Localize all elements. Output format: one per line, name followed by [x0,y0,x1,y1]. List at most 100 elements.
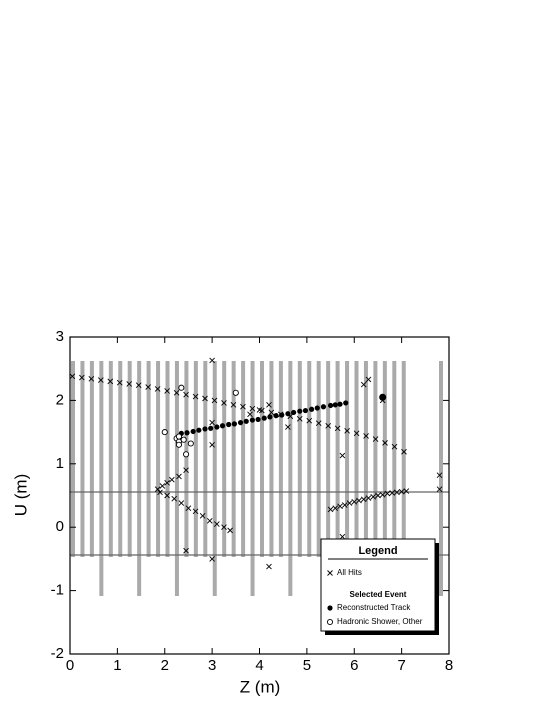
hit-cross [171,495,178,502]
hit-cross [164,388,170,394]
plane-bar [260,361,264,557]
y-tick-label: -2 [51,645,64,662]
hit-cross [315,420,322,427]
hit-cross [337,503,343,510]
hit-cross [206,518,213,524]
track-point [279,412,285,418]
hit-cross [344,428,350,434]
plane-bar [269,361,274,557]
hit-cross [107,378,114,385]
legend-subtitle: Selected Event [350,590,407,599]
plane-bar [278,361,283,557]
track-point [273,413,279,419]
plane-bar [439,361,443,596]
plane-bar [335,361,340,557]
track-point [379,393,387,401]
plane-bar [156,361,161,557]
x-tick-label: 5 [303,657,311,674]
hit-cross [116,379,123,386]
hit-cross [375,492,381,499]
plane-bar [382,361,387,557]
x-tick-label: 7 [397,657,405,674]
y-tick-label: -1 [51,582,64,599]
plane-bar [401,361,406,596]
track-point [214,424,220,430]
hit-cross [214,521,220,527]
plane-bar [241,361,246,557]
legend-title: Legend [358,545,397,557]
track-point [297,408,303,414]
y-axis-label: U (m) [11,474,30,516]
shower-point [161,429,168,436]
plane-bar [354,361,359,557]
legend-box [320,538,436,632]
hit-cross [249,405,256,412]
y-tick-label: 3 [56,328,64,345]
hit-cross [169,476,175,483]
hit-cross [363,433,369,439]
hit-cross [360,496,367,503]
plane-bar [165,361,170,557]
hit-cross [183,391,189,398]
plane-bar [307,361,312,557]
track-point [343,400,349,406]
plane-bar [146,361,151,557]
plane-bar [212,361,217,596]
hit-cross [296,415,303,422]
hit-cross [365,376,372,383]
hit-cross [306,417,313,424]
hit-cross [384,490,391,497]
y-tick-label: 2 [56,391,64,408]
legend-marker [326,618,334,626]
plane-bar [392,361,397,557]
hit-cross [339,452,346,459]
hit-cross [221,524,227,531]
hit-cross [401,448,407,455]
plane-bar [80,361,85,557]
hit-cross [266,402,272,408]
plane-bar [99,361,104,596]
hit-cross [266,563,272,570]
hit-cross [268,409,275,416]
plane-bar [250,361,255,596]
hit-cross [403,488,410,494]
legend-label: All Hits [337,568,362,577]
track-point [249,417,255,423]
hit-cross [145,384,151,390]
x-tick-label: 2 [161,657,169,674]
hit-cross [209,419,215,426]
hit-cross [360,381,367,388]
legend-label: Hadronic Shower, Other [337,617,423,626]
shower-point [175,441,183,448]
legend-marker [327,570,333,576]
shower-point [232,389,239,396]
hit-cross [382,440,388,446]
hit-cross [97,377,104,383]
x-tick-label: 6 [350,657,358,674]
plane-bar [108,361,113,557]
hit-cross [178,500,185,506]
hit-cross [185,505,192,511]
track-point [327,402,334,409]
plane-bar [288,361,293,596]
hit-cross [202,395,208,402]
hit-cross [157,489,163,496]
x-tick-label: 1 [113,657,121,674]
hit-cross [164,492,170,499]
track-point [267,414,273,420]
hit-cross [389,490,395,496]
track-point [243,418,249,424]
plane-bar [345,361,350,557]
hit-cross [211,397,218,404]
track-point [219,423,226,429]
hit-cross [346,500,353,506]
plane-bar [127,361,132,557]
track-point [237,419,244,426]
track-point [302,407,309,414]
track-point [320,404,327,410]
hit-cross [327,506,334,513]
hit-cross [394,489,400,496]
hit-cross [183,547,189,554]
